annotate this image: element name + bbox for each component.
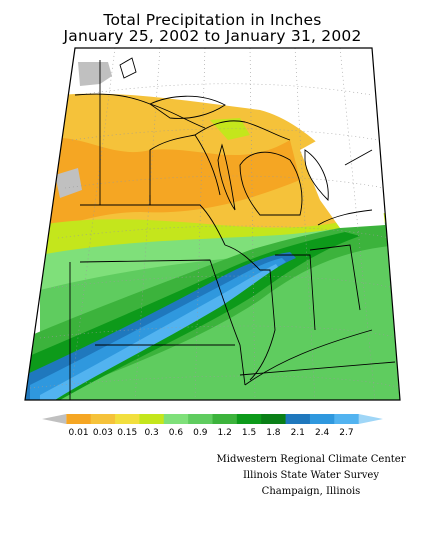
legend-tick-label: 2.1 (291, 428, 305, 438)
lake-of-the-woods (119, 57, 137, 79)
legend-tick-label: 1.2 (218, 428, 232, 438)
legend-swatch (115, 414, 140, 424)
legend-swatch (188, 414, 213, 424)
illinois-border (224, 244, 276, 381)
precipitation-map (24, 47, 401, 401)
legend-tick-label: 0.03 (93, 428, 113, 438)
credit-line-3: Champaign, Illinois (261, 486, 361, 497)
legend-tick-label: 0.3 (144, 428, 158, 438)
ohio-border (309, 244, 361, 311)
legend-swatches (42, 414, 383, 424)
map-frame (24, 47, 401, 401)
michigan-lower (239, 151, 303, 216)
legend-tick-label: 0.01 (69, 428, 89, 438)
indiana-border (275, 254, 316, 331)
legend-tick-label: 1.8 (266, 428, 281, 438)
iowa-border (80, 204, 226, 246)
credit-line-2: Illinois State Water Survey (242, 470, 379, 481)
legend-swatch (90, 414, 116, 424)
lake-michigan (217, 143, 236, 211)
precip-band-gray-left (55, 168, 82, 198)
lake-huron (304, 149, 329, 201)
legend-swatch (163, 414, 189, 424)
lake-erie (317, 209, 373, 226)
tennessee-border (239, 361, 396, 376)
michigan-upper (194, 120, 291, 141)
legend-tick-label: 0.15 (117, 428, 137, 438)
precip-band-blue (30, 258, 286, 400)
precip-band-gray-top (78, 62, 112, 86)
precip-band-yellow-green-ne (210, 118, 250, 140)
legend-swatch (236, 414, 262, 424)
legend-tick-label: 1.5 (242, 428, 256, 438)
graticule (29, 48, 400, 400)
legend-swatch (261, 414, 286, 424)
legend-swatch (66, 414, 92, 424)
credit-line-1: Midwestern Regional Climate Center (216, 454, 406, 465)
legend-swatch (334, 414, 360, 424)
legend-tick-label: 0.9 (193, 428, 208, 438)
legend-swatch (42, 414, 67, 424)
lake-superior (149, 95, 226, 119)
state-boundaries (69, 57, 396, 400)
kentucky-border (244, 329, 373, 386)
legend-swatch (285, 414, 311, 424)
precip-band-orange (40, 137, 300, 230)
precip-band-light-blue (40, 264, 278, 400)
map-title-line-2: January 25, 2002 to January 31, 2002 (63, 27, 362, 45)
new-york-border (344, 149, 373, 166)
missouri-border (79, 259, 246, 386)
legend-swatch (309, 414, 335, 424)
legend-tick-label: 2.7 (339, 428, 353, 438)
legend-labels: 0.01 0.03 0.15 0.3 0.6 0.9 1.2 1.5 1.8 2.1 2.4 2.7 (69, 428, 354, 438)
legend-tick-label: 2.4 (315, 428, 330, 438)
legend-swatch (139, 414, 165, 424)
map-title-line-1: Total Precipitation in Inches (103, 11, 322, 29)
legend-swatch (358, 414, 383, 424)
precip-band-white-northeast (300, 110, 385, 228)
legend-tick-label: 0.6 (169, 428, 184, 438)
precipitation-legend: 0.01 0.03 0.15 0.3 0.6 0.9 1.2 1.5 1.8 2.1 2.4 2.7 (42, 414, 383, 438)
legend-swatch (212, 414, 238, 424)
